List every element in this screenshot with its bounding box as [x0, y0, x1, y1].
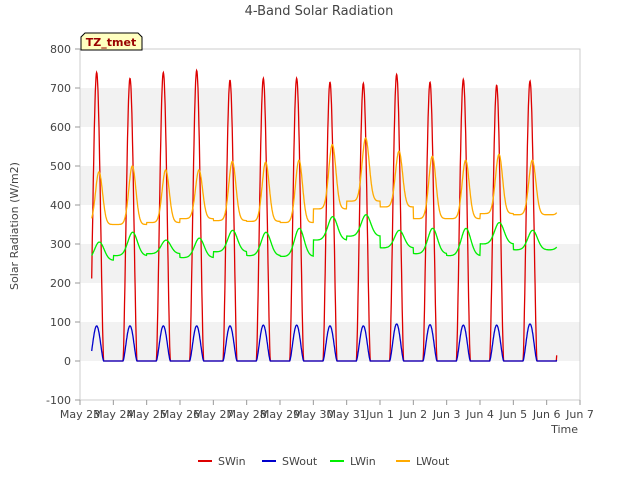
x-tick-label: Jun 5	[498, 408, 527, 421]
chart-title: 4-Band Solar Radiation	[245, 4, 394, 19]
y-tick-label: 800	[50, 43, 71, 56]
y-axis: -100 0 100 200 300 400 500 600 700 800	[46, 43, 80, 407]
legend-item-swin: SWin	[198, 455, 246, 468]
y-tick-label: 200	[50, 277, 71, 290]
series-lines	[91, 68, 558, 362]
y-tick-label: 300	[50, 238, 71, 251]
y-tick-label: 0	[64, 355, 71, 368]
y-tick-label: 400	[50, 199, 71, 212]
x-tick-label: Jun 7	[565, 408, 594, 421]
x-tick-label: May 31	[327, 408, 367, 421]
series-line-swout	[91, 323, 558, 362]
x-tick-label: May 27	[193, 408, 233, 421]
legend-item-swout: SWout	[262, 455, 318, 468]
plot-area	[79, 48, 581, 401]
x-tick-label: May 24	[93, 408, 133, 421]
y-axis-label: Solar Radiation (W/m2)	[8, 162, 21, 290]
x-tick-label: Jun 1	[365, 408, 394, 421]
legend-label: LWin	[350, 455, 376, 468]
legend-label: SWout	[282, 455, 318, 468]
x-tick-label: Jun 6	[532, 408, 561, 421]
grid-bands	[80, 88, 580, 361]
x-tick-label: May 30	[293, 408, 333, 421]
x-tick-label: Jun 4	[465, 408, 494, 421]
tz-annotation: TZ_tmet	[80, 32, 143, 51]
legend: SWin SWout LWin LWout	[198, 455, 450, 468]
x-tick-label: May 28	[227, 408, 267, 421]
y-tick-label: 600	[50, 121, 71, 134]
grid-band	[80, 244, 580, 283]
legend-item-lwout: LWout	[396, 455, 450, 468]
legend-label: SWin	[218, 455, 246, 468]
y-tick-label: 500	[50, 160, 71, 173]
x-tick-label: May 26	[160, 408, 200, 421]
legend-item-lwin: LWin	[330, 455, 376, 468]
x-tick-label: May 25	[127, 408, 167, 421]
x-axis-label: Time	[550, 423, 578, 436]
legend-label: LWout	[416, 455, 450, 468]
y-tick-label: 100	[50, 316, 71, 329]
y-tick-label: 700	[50, 82, 71, 95]
tz-annotation-label: TZ_tmet	[86, 36, 136, 49]
y-tick-label: -100	[46, 394, 71, 407]
series-line-lwin	[91, 214, 558, 261]
grid-band	[80, 166, 580, 205]
x-tick-label: May 29	[260, 408, 300, 421]
x-tick-label: Jun 2	[398, 408, 427, 421]
grid-band	[80, 322, 580, 361]
x-tick-label: Jun 3	[432, 408, 461, 421]
series-line-lwout	[91, 136, 558, 226]
grid-band	[80, 88, 580, 127]
x-tick-label: May 23	[60, 408, 100, 421]
